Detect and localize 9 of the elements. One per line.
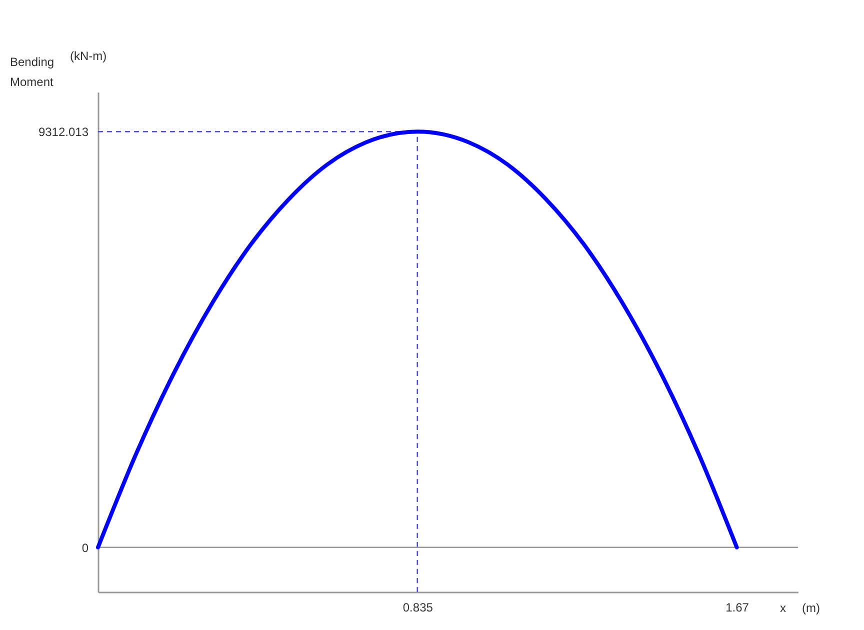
- x-axis-title: x: [780, 601, 786, 615]
- y-tick-label: 9312.013: [38, 125, 89, 140]
- x-tick-label: 0.835: [402, 600, 434, 614]
- line-series: [96, 130, 739, 550]
- y-tick-label: 0: [82, 540, 89, 555]
- text: (kN-m): [70, 49, 107, 63]
- y-axis-title: Bending Moment: [10, 55, 54, 89]
- x-tick-label: 1.67: [726, 600, 750, 614]
- text: (m): [802, 601, 820, 615]
